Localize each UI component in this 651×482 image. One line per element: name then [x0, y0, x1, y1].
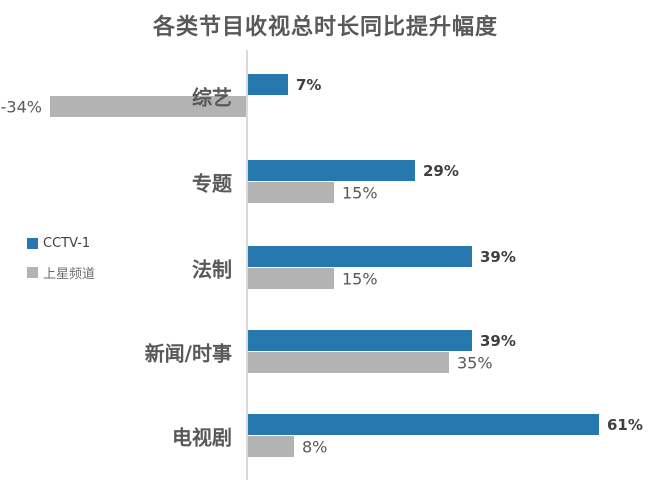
- bar-satellite: [248, 436, 294, 457]
- chart-title: 各类节目收视总时长同比提升幅度: [152, 15, 498, 40]
- category-label: 专题: [192, 171, 232, 196]
- legend-label-cctv1: CCTV-1: [43, 236, 91, 251]
- bar-cctv1: [248, 74, 288, 95]
- legend-swatch: [27, 238, 38, 249]
- category-label: 法制: [192, 257, 232, 282]
- legend-label-satellite-channels: 上星频道: [43, 267, 96, 282]
- value-label: 39%: [480, 331, 516, 350]
- value-label: 39%: [480, 247, 516, 266]
- bar-cctv1: [248, 414, 599, 435]
- category-label: 新闻/时事: [144, 341, 232, 366]
- value-label: 35%: [457, 353, 493, 372]
- value-label: 8%: [302, 437, 328, 456]
- bar-cctv1: [248, 160, 415, 181]
- category-label: 综艺: [192, 85, 232, 110]
- bar-satellite: [248, 182, 334, 203]
- value-label: 15%: [342, 269, 378, 288]
- axis-line: [246, 50, 248, 480]
- value-label: -34%: [0, 97, 42, 116]
- value-label: 29%: [423, 161, 459, 180]
- value-label: 15%: [342, 183, 378, 202]
- legend-item-cctv1: CCTV-1: [27, 236, 95, 251]
- bar-satellite: [248, 352, 449, 373]
- bar-satellite: [50, 96, 246, 117]
- bar-satellite: [248, 268, 334, 289]
- value-label: 61%: [607, 415, 643, 434]
- bar-cctv1: [248, 330, 472, 351]
- legend: CCTV-1 上星频道: [27, 236, 95, 294]
- category-label: 电视剧: [172, 425, 232, 450]
- legend-swatch: [27, 267, 38, 278]
- legend-item-satellite-channels: 上星频道: [27, 263, 95, 282]
- value-label: 7%: [296, 75, 322, 94]
- bar-cctv1: [248, 246, 472, 267]
